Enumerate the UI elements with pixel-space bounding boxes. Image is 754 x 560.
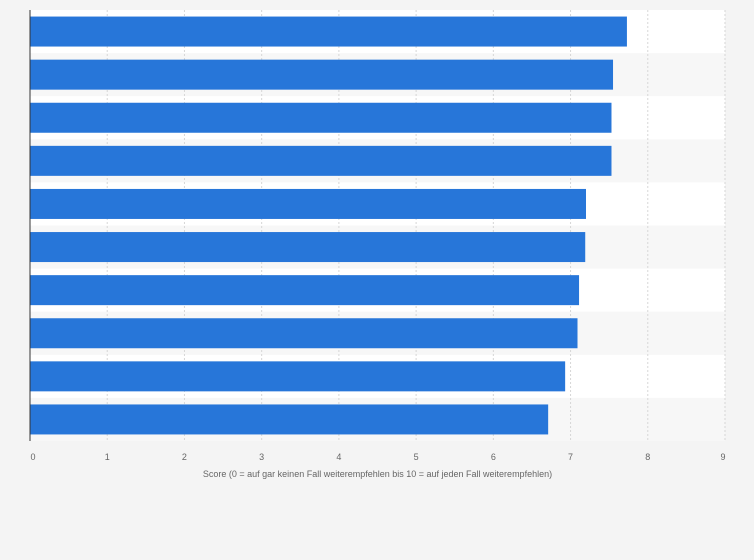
bar — [30, 102, 612, 133]
x-axis-title: Score (0 = auf gar keinen Fall weiteremp… — [203, 469, 552, 479]
bar — [30, 145, 612, 176]
bar — [30, 318, 578, 349]
bar — [30, 404, 549, 435]
x-tick-label: 2 — [182, 452, 187, 462]
x-tick-label: 8 — [645, 452, 650, 462]
bar — [30, 275, 580, 306]
x-tick-label: 9 — [720, 452, 725, 462]
x-tick-label: 5 — [414, 452, 419, 462]
x-tick-label: 0 — [30, 452, 35, 462]
x-tick-label: 6 — [491, 452, 496, 462]
bar — [30, 188, 586, 219]
bar — [30, 232, 586, 263]
bar — [30, 59, 614, 90]
bars — [30, 16, 627, 435]
bar — [30, 16, 627, 47]
x-tick-label: 3 — [259, 452, 264, 462]
x-tick-label: 1 — [105, 452, 110, 462]
x-tick-labels: 0 1 2 3 4 5 6 7 8 9 — [30, 452, 725, 462]
bar — [30, 361, 566, 392]
x-tick-label: 7 — [568, 452, 573, 462]
x-tick-label: 4 — [336, 452, 341, 462]
